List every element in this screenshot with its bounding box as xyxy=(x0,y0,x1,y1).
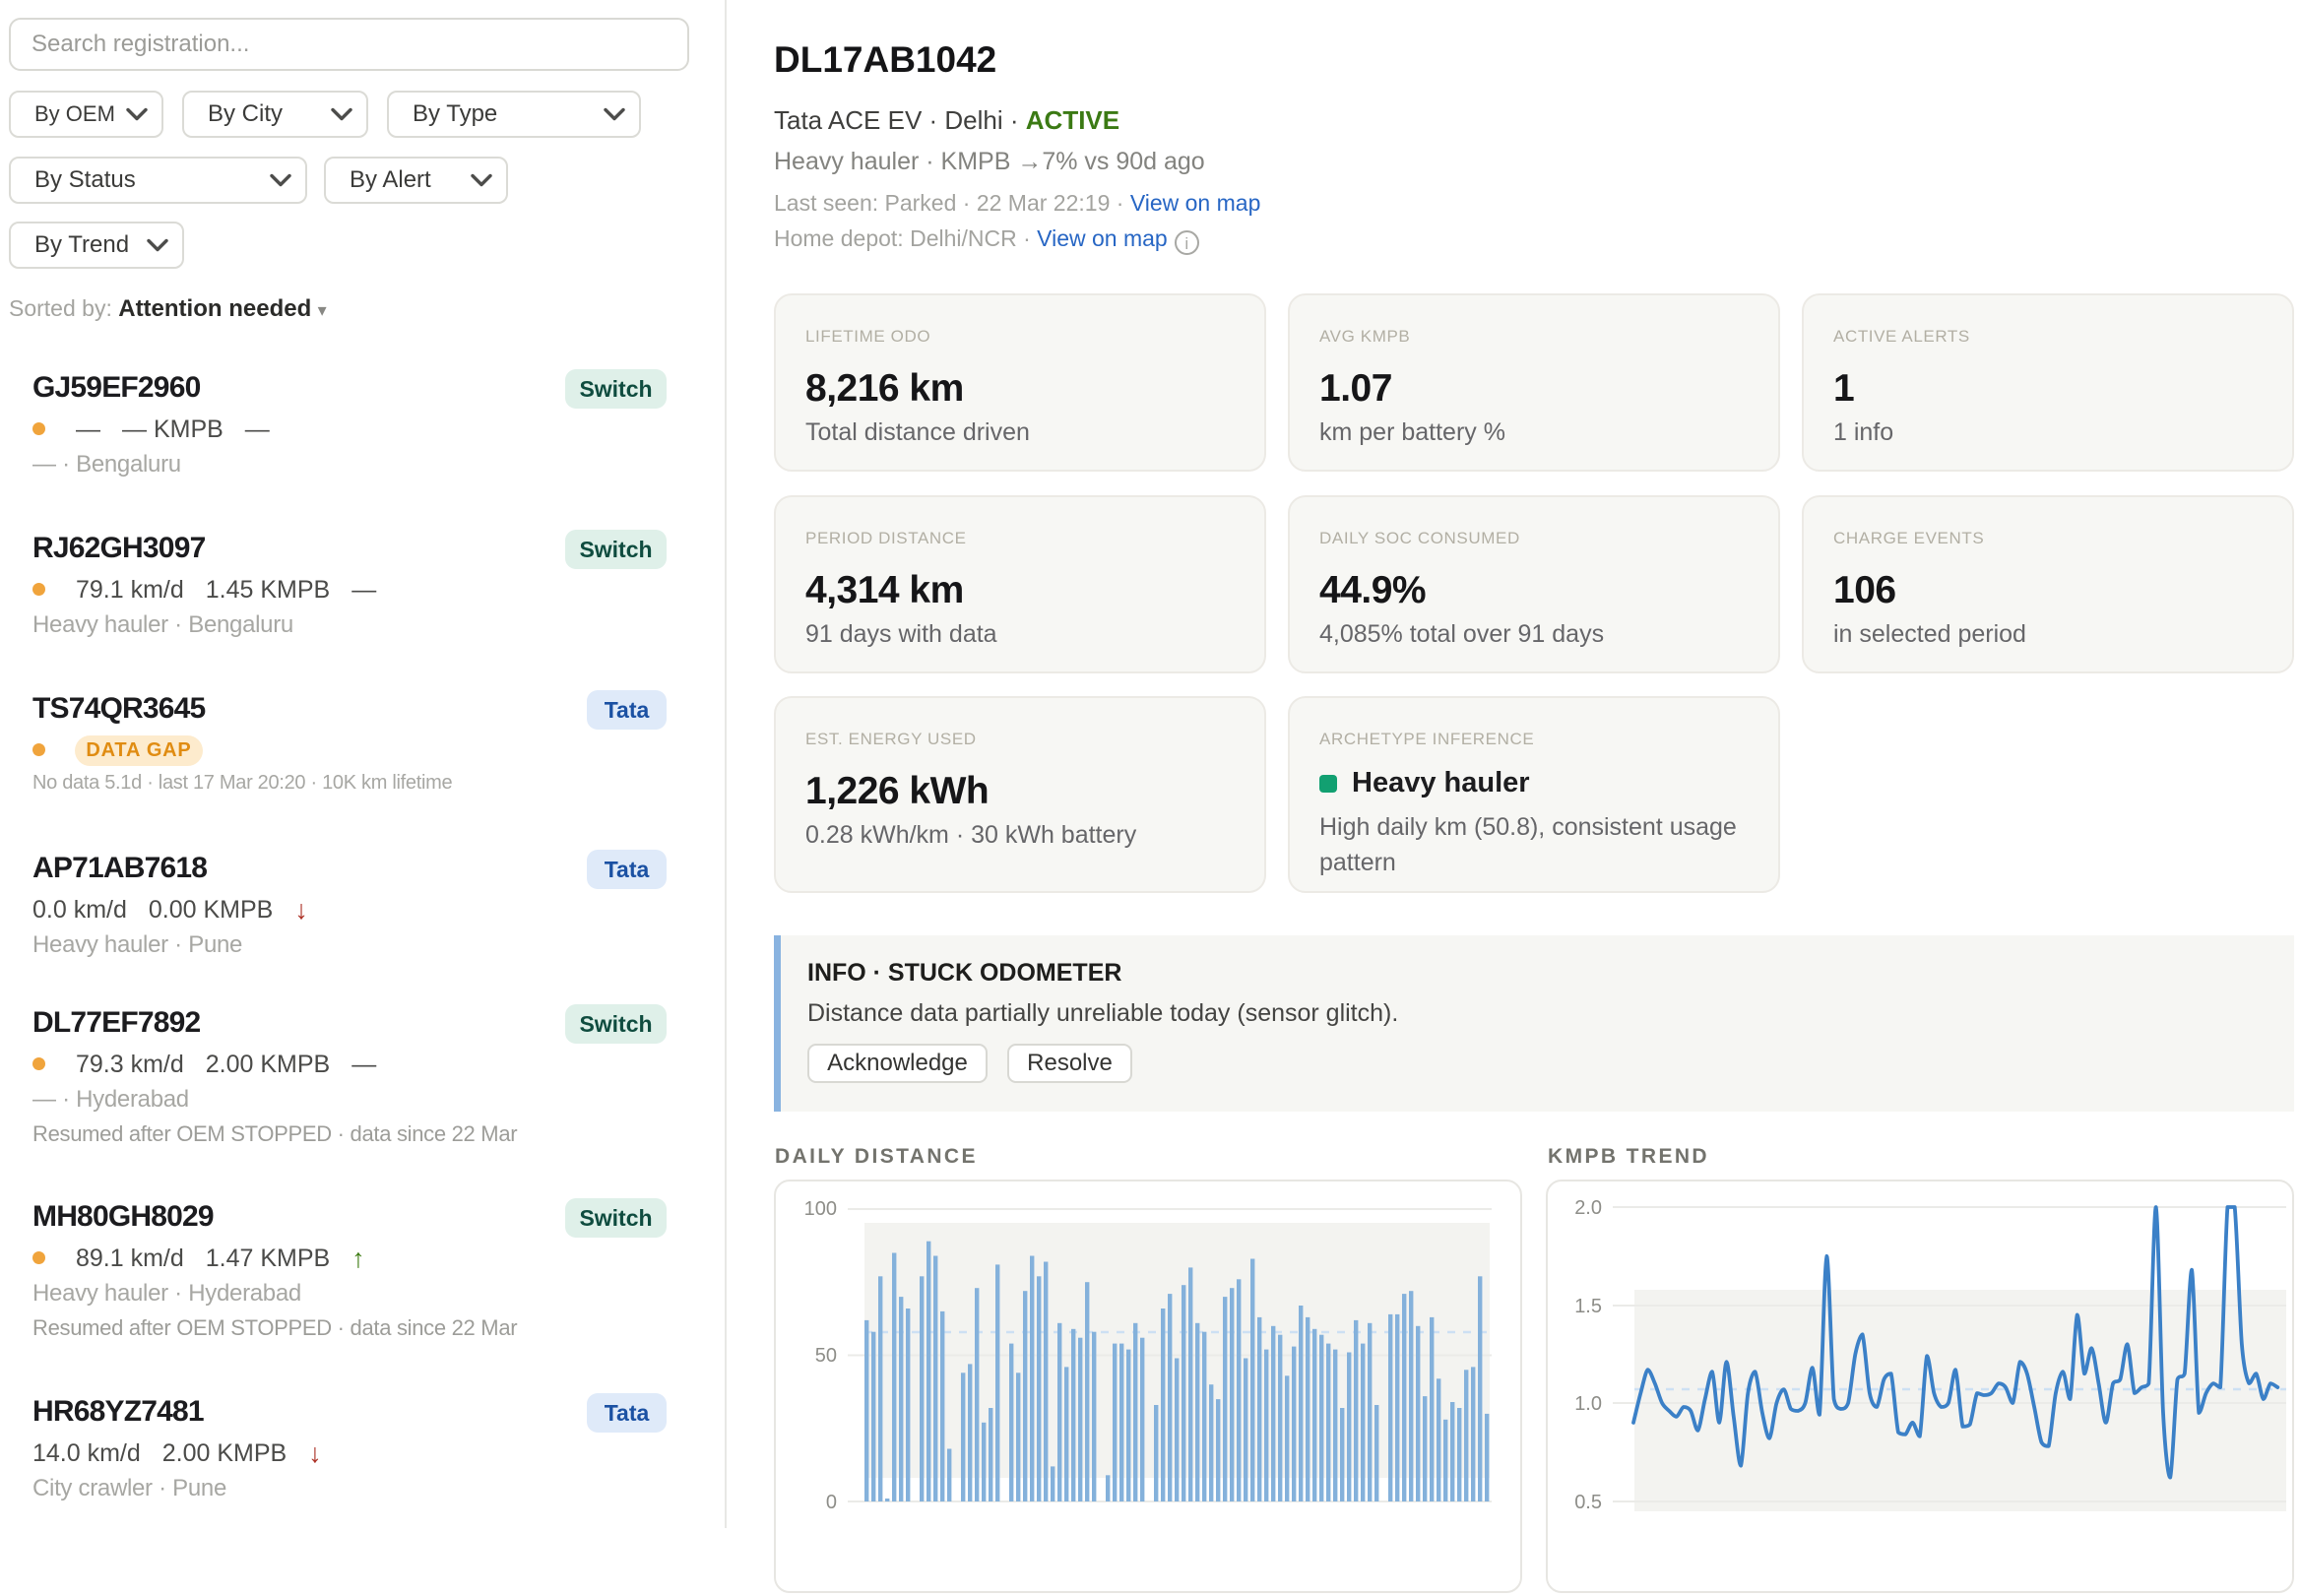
svg-text:0: 0 xyxy=(826,1492,837,1513)
svg-text:100: 100 xyxy=(804,1198,837,1220)
svg-text:1.5: 1.5 xyxy=(1574,1296,1602,1317)
svg-text:50: 50 xyxy=(815,1345,837,1367)
svg-text:1.0: 1.0 xyxy=(1574,1393,1602,1415)
svg-text:2.0: 2.0 xyxy=(1574,1197,1602,1219)
svg-text:0.5: 0.5 xyxy=(1574,1492,1602,1513)
